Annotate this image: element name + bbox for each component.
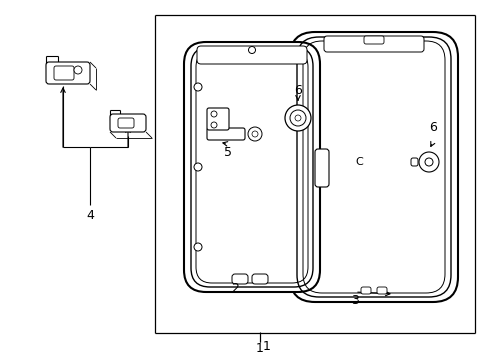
Circle shape — [248, 46, 255, 54]
Text: 3: 3 — [350, 293, 358, 306]
FancyBboxPatch shape — [206, 128, 244, 140]
FancyBboxPatch shape — [118, 118, 134, 128]
Circle shape — [194, 243, 202, 251]
Text: 1: 1 — [256, 342, 264, 355]
FancyBboxPatch shape — [410, 158, 417, 166]
Circle shape — [194, 163, 202, 171]
Circle shape — [294, 115, 301, 121]
FancyBboxPatch shape — [324, 36, 423, 52]
Text: 4: 4 — [86, 208, 94, 221]
Circle shape — [285, 105, 310, 131]
Circle shape — [194, 83, 202, 91]
Circle shape — [210, 122, 217, 128]
Circle shape — [289, 110, 305, 126]
FancyBboxPatch shape — [376, 287, 386, 294]
FancyBboxPatch shape — [183, 42, 319, 292]
FancyBboxPatch shape — [363, 36, 383, 44]
Circle shape — [424, 158, 432, 166]
Circle shape — [247, 127, 262, 141]
FancyBboxPatch shape — [314, 149, 328, 187]
FancyBboxPatch shape — [46, 62, 90, 84]
FancyBboxPatch shape — [289, 32, 457, 302]
Text: 5: 5 — [224, 145, 231, 158]
Text: 6: 6 — [293, 84, 301, 96]
FancyBboxPatch shape — [251, 274, 267, 284]
Circle shape — [210, 111, 217, 117]
FancyBboxPatch shape — [197, 46, 306, 64]
FancyBboxPatch shape — [54, 66, 74, 80]
Text: C: C — [354, 157, 362, 167]
Circle shape — [251, 131, 258, 137]
FancyBboxPatch shape — [110, 114, 146, 132]
FancyBboxPatch shape — [231, 274, 247, 284]
Text: 1: 1 — [263, 339, 270, 352]
Text: 6: 6 — [428, 121, 436, 134]
Circle shape — [418, 152, 438, 172]
Text: 2: 2 — [231, 282, 239, 294]
Circle shape — [74, 66, 82, 74]
FancyBboxPatch shape — [360, 287, 370, 294]
FancyBboxPatch shape — [206, 108, 228, 130]
